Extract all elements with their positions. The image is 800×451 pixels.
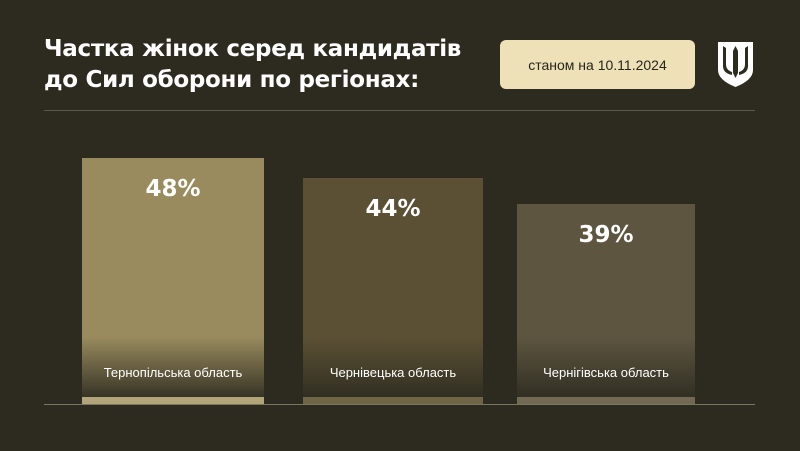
header-divider (44, 110, 755, 111)
chart-title: Частка жінок серед кандидатів до Сил обо… (44, 34, 461, 96)
bar-value-label: 39% (578, 222, 634, 248)
bar-category-label: Чернівецька область (329, 365, 457, 380)
bar-shade (303, 337, 483, 397)
bar-foot (303, 397, 483, 404)
bar-foot (82, 397, 264, 404)
chart-title-line-1: Частка жінок серед кандидатів (44, 36, 462, 62)
date-badge-label: станом на 10.11.2024 (528, 56, 667, 73)
bar-2: 44% Чернівецька область (303, 178, 483, 404)
bar-foot (517, 397, 695, 404)
bar-category-label: Тернопільська область (103, 365, 243, 380)
chart-baseline (44, 404, 755, 405)
bar-shade (82, 337, 264, 397)
date-badge: станом на 10.11.2024 (500, 40, 695, 89)
bar-3: 39% Чернігівська область (517, 204, 695, 404)
bar-value-label: 44% (365, 196, 421, 222)
bar-category-label: Чернігівська область (543, 365, 669, 380)
trident-shield-icon (718, 42, 753, 87)
bar-value-label: 48% (145, 176, 201, 202)
bar-shade (517, 337, 695, 397)
bar-1: 48% Тернопільська область (82, 158, 264, 404)
chart-title-line-2: до Сил оборони по регіонах: (44, 67, 419, 93)
